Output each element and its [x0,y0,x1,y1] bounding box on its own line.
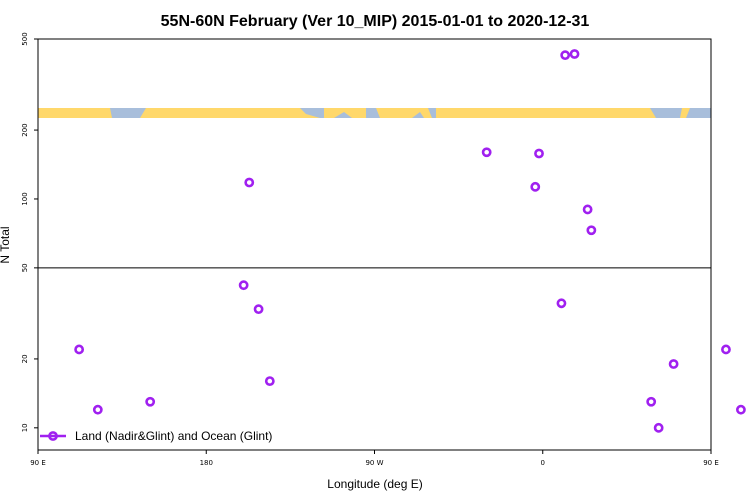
data-point [560,50,571,61]
legend: Land (Nadir&Glint) and Ocean (Glint) [40,429,272,443]
data-point [556,298,567,309]
legend-label: Land (Nadir&Glint) and Ocean (Glint) [75,429,272,443]
data-points [74,49,746,433]
y-axis-label: N Total [0,226,12,263]
chart-title: 55N-60N February (Ver 10_MIP) 2015-01-01… [161,13,590,30]
data-point [668,359,679,369]
x-tick-label: 90 W [365,459,383,467]
plot-frame [37,38,712,451]
x-tick-label: 180 [200,459,213,467]
y-tick-label: 10 [21,423,29,432]
data-point [736,404,746,415]
data-point [244,177,255,188]
y-tick-label: 100 [21,192,29,205]
data-point [646,396,657,407]
data-point [145,396,156,407]
data-point [238,280,249,291]
y-axis: 10 20 50 100 200 500 [21,32,38,432]
data-point [582,204,593,215]
data-point [92,404,103,415]
land-ocean-strip [38,108,711,118]
data-point [264,376,275,387]
x-tick-label: 90 E [30,459,46,467]
land-mask [38,108,690,118]
data-point [530,181,541,192]
x-tick-label: 90 E [703,459,719,467]
y-tick-label: 50 [21,263,29,272]
data-point [253,304,264,315]
data-point [481,147,492,158]
x-tick-label: 0 [541,459,545,467]
y-tick-label: 500 [21,32,29,45]
x-axis-label: Longitude (deg E) [327,477,422,491]
y-tick-label: 20 [21,354,29,363]
data-point [586,225,597,236]
data-point [569,49,580,59]
ocean-band [38,108,711,118]
data-point [534,148,544,159]
data-point [653,422,664,433]
data-point [74,344,85,355]
legend-marker [48,431,58,441]
x-axis: 90 E 180 90 W 0 90 E [30,450,719,467]
y-tick-label: 200 [21,123,29,136]
data-point [721,344,731,355]
